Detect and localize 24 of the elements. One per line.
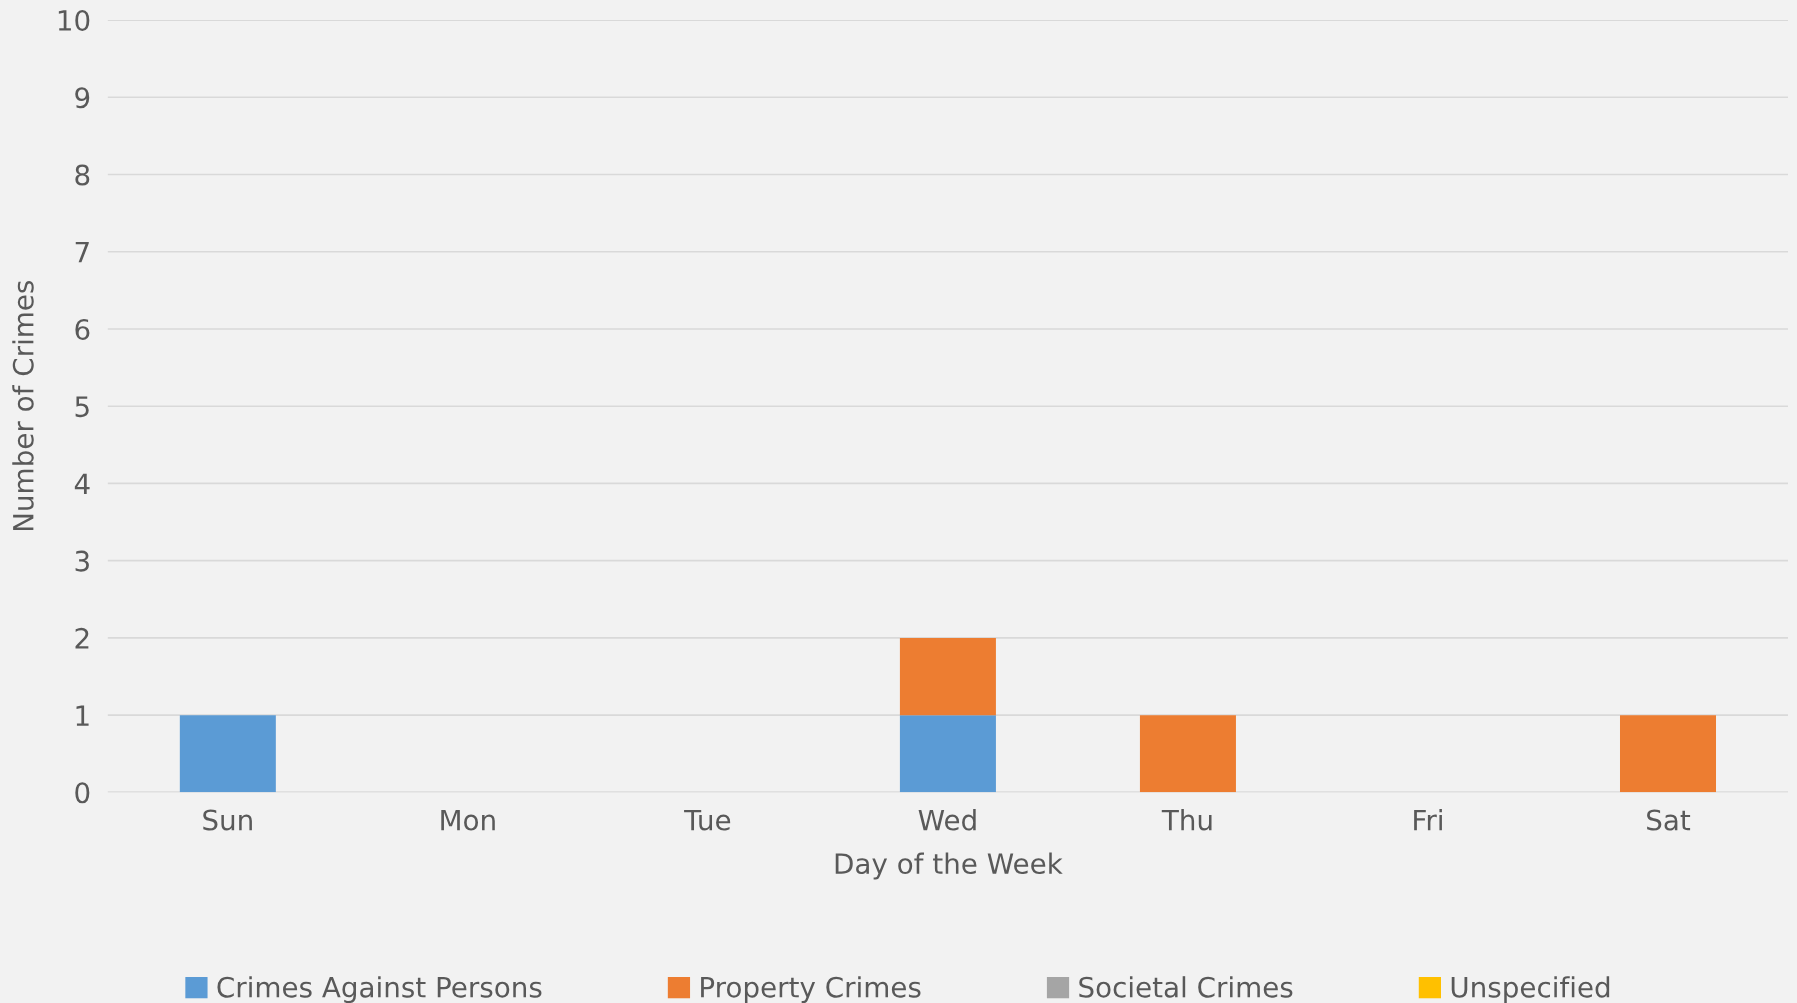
y-tick-label: 2 (75, 627, 89, 649)
x-tick-label: Wed (918, 809, 976, 831)
y-tick-label: 9 (75, 87, 90, 109)
x-tick-label: Sun (203, 809, 252, 831)
legend-label: Property Crimes (701, 976, 921, 1003)
legend-label: Societal Crimes (1079, 976, 1293, 998)
y-tick-label: 1 (76, 705, 89, 726)
x-tick-label: Sat (1647, 809, 1691, 831)
x-tick-label: Thu (1161, 809, 1212, 831)
y-axis-title: Number of Crimes (12, 280, 34, 531)
y-tick-label: 3 (75, 550, 89, 572)
y-tick-label: 5 (75, 396, 89, 418)
y-tick-label: 6 (75, 318, 90, 340)
y-tick-label: 10 (58, 10, 90, 32)
y-tick-label: 4 (74, 473, 90, 494)
x-tick-label: Tue (684, 809, 731, 831)
x-axis-title: Day of the Week (835, 852, 1063, 880)
legend-label: Crimes Against Persons (217, 976, 542, 1003)
legend-label: Unspecified (1451, 976, 1610, 1003)
x-tick-label: Mon (441, 809, 495, 831)
y-tick-label: 7 (75, 242, 89, 263)
y-tick-label: 0 (75, 782, 90, 804)
x-tick-label: Fri (1414, 809, 1442, 831)
y-tick-label: 8 (75, 164, 90, 186)
